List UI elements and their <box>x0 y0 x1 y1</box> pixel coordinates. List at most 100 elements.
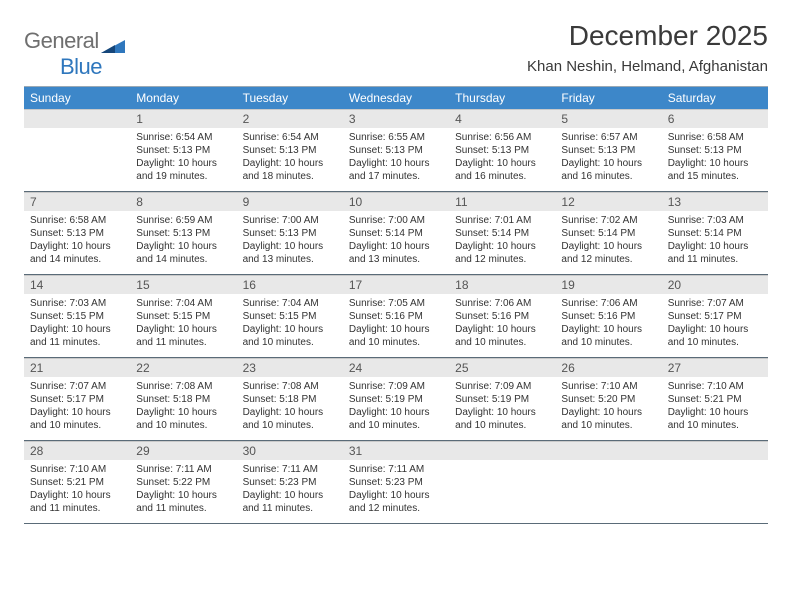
sunset-text: Sunset: 5:22 PM <box>136 476 230 489</box>
logo-word2: Blue <box>24 54 102 79</box>
sunset-text: Sunset: 5:13 PM <box>349 144 443 157</box>
day-cell <box>449 460 555 523</box>
sunset-text: Sunset: 5:19 PM <box>349 393 443 406</box>
daylight-text: Daylight: 10 hours and 10 minutes. <box>136 406 230 432</box>
sunset-text: Sunset: 5:21 PM <box>668 393 762 406</box>
day-number: 4 <box>449 109 555 128</box>
sunset-text: Sunset: 5:20 PM <box>561 393 655 406</box>
header-row: GeneralBlue December 2025 Khan Neshin, H… <box>24 20 768 80</box>
day-cell: Sunrise: 7:10 AMSunset: 5:21 PMDaylight:… <box>24 460 130 523</box>
day-number: 14 <box>24 275 130 294</box>
day-number: 10 <box>343 192 449 211</box>
day-number: 19 <box>555 275 661 294</box>
day-cell: Sunrise: 7:04 AMSunset: 5:15 PMDaylight:… <box>237 294 343 357</box>
day-cell: Sunrise: 6:55 AMSunset: 5:13 PMDaylight:… <box>343 128 449 191</box>
sunrise-text: Sunrise: 6:57 AM <box>561 131 655 144</box>
day-cell: Sunrise: 7:10 AMSunset: 5:21 PMDaylight:… <box>662 377 768 440</box>
calendar-grid: SundayMondayTuesdayWednesdayThursdayFrid… <box>24 87 768 524</box>
daylight-text: Daylight: 10 hours and 11 minutes. <box>30 323 124 349</box>
day-number: 7 <box>24 192 130 211</box>
month-title: December 2025 <box>527 20 768 52</box>
daylight-text: Daylight: 10 hours and 13 minutes. <box>243 240 337 266</box>
day-cell: Sunrise: 7:01 AMSunset: 5:14 PMDaylight:… <box>449 211 555 274</box>
sunrise-text: Sunrise: 7:00 AM <box>243 214 337 227</box>
day-cell: Sunrise: 7:00 AMSunset: 5:14 PMDaylight:… <box>343 211 449 274</box>
day-cell: Sunrise: 7:08 AMSunset: 5:18 PMDaylight:… <box>130 377 236 440</box>
day-cell: Sunrise: 7:09 AMSunset: 5:19 PMDaylight:… <box>449 377 555 440</box>
sunset-text: Sunset: 5:13 PM <box>668 144 762 157</box>
daylight-text: Daylight: 10 hours and 12 minutes. <box>349 489 443 515</box>
day-number: 12 <box>555 192 661 211</box>
sunrise-text: Sunrise: 6:58 AM <box>30 214 124 227</box>
day-cell: Sunrise: 7:10 AMSunset: 5:20 PMDaylight:… <box>555 377 661 440</box>
sunrise-text: Sunrise: 6:54 AM <box>136 131 230 144</box>
sunset-text: Sunset: 5:19 PM <box>455 393 549 406</box>
logo-triangle-icon <box>101 38 125 54</box>
dow-header: Monday <box>130 87 236 109</box>
logo: GeneralBlue <box>24 20 125 80</box>
day-cell: Sunrise: 7:02 AMSunset: 5:14 PMDaylight:… <box>555 211 661 274</box>
sunset-text: Sunset: 5:13 PM <box>561 144 655 157</box>
sunset-text: Sunset: 5:16 PM <box>349 310 443 323</box>
sunrise-text: Sunrise: 7:10 AM <box>668 380 762 393</box>
day-number: 27 <box>662 358 768 377</box>
day-cell: Sunrise: 7:04 AMSunset: 5:15 PMDaylight:… <box>130 294 236 357</box>
sunrise-text: Sunrise: 6:58 AM <box>668 131 762 144</box>
daylight-text: Daylight: 10 hours and 19 minutes. <box>136 157 230 183</box>
day-cell: Sunrise: 7:03 AMSunset: 5:14 PMDaylight:… <box>662 211 768 274</box>
sunset-text: Sunset: 5:14 PM <box>455 227 549 240</box>
day-cell: Sunrise: 6:58 AMSunset: 5:13 PMDaylight:… <box>24 211 130 274</box>
daylight-text: Daylight: 10 hours and 16 minutes. <box>561 157 655 183</box>
day-cell <box>662 460 768 523</box>
sunset-text: Sunset: 5:23 PM <box>243 476 337 489</box>
day-cell: Sunrise: 6:57 AMSunset: 5:13 PMDaylight:… <box>555 128 661 191</box>
sunset-text: Sunset: 5:18 PM <box>136 393 230 406</box>
dow-header: Friday <box>555 87 661 109</box>
day-number: 6 <box>662 109 768 128</box>
daylight-text: Daylight: 10 hours and 17 minutes. <box>349 157 443 183</box>
day-number: 5 <box>555 109 661 128</box>
sunset-text: Sunset: 5:23 PM <box>349 476 443 489</box>
day-number: 24 <box>343 358 449 377</box>
day-number <box>24 109 130 128</box>
sunset-text: Sunset: 5:16 PM <box>561 310 655 323</box>
sunset-text: Sunset: 5:14 PM <box>668 227 762 240</box>
sunrise-text: Sunrise: 7:06 AM <box>561 297 655 310</box>
day-number: 25 <box>449 358 555 377</box>
day-number <box>662 441 768 460</box>
daylight-text: Daylight: 10 hours and 10 minutes. <box>668 323 762 349</box>
sunset-text: Sunset: 5:21 PM <box>30 476 124 489</box>
calendar-page: GeneralBlue December 2025 Khan Neshin, H… <box>0 0 792 524</box>
sunrise-text: Sunrise: 6:54 AM <box>243 131 337 144</box>
day-number: 9 <box>237 192 343 211</box>
sunrise-text: Sunrise: 7:11 AM <box>243 463 337 476</box>
sunset-text: Sunset: 5:13 PM <box>136 227 230 240</box>
sunset-text: Sunset: 5:18 PM <box>243 393 337 406</box>
day-number <box>555 441 661 460</box>
sunrise-text: Sunrise: 7:04 AM <box>243 297 337 310</box>
day-cell: Sunrise: 7:07 AMSunset: 5:17 PMDaylight:… <box>662 294 768 357</box>
sunset-text: Sunset: 5:17 PM <box>30 393 124 406</box>
dow-header: Wednesday <box>343 87 449 109</box>
sunrise-text: Sunrise: 7:03 AM <box>30 297 124 310</box>
daylight-text: Daylight: 10 hours and 10 minutes. <box>243 406 337 432</box>
daylight-text: Daylight: 10 hours and 16 minutes. <box>455 157 549 183</box>
day-cell: Sunrise: 7:11 AMSunset: 5:22 PMDaylight:… <box>130 460 236 523</box>
day-cell: Sunrise: 7:03 AMSunset: 5:15 PMDaylight:… <box>24 294 130 357</box>
daylight-text: Daylight: 10 hours and 14 minutes. <box>30 240 124 266</box>
sunset-text: Sunset: 5:16 PM <box>455 310 549 323</box>
day-number: 26 <box>555 358 661 377</box>
daylight-text: Daylight: 10 hours and 11 minutes. <box>243 489 337 515</box>
sunset-text: Sunset: 5:13 PM <box>243 144 337 157</box>
sunrise-text: Sunrise: 7:06 AM <box>455 297 549 310</box>
day-cell: Sunrise: 6:59 AMSunset: 5:13 PMDaylight:… <box>130 211 236 274</box>
daylight-text: Daylight: 10 hours and 10 minutes. <box>243 323 337 349</box>
sunset-text: Sunset: 5:13 PM <box>136 144 230 157</box>
day-number: 21 <box>24 358 130 377</box>
day-cell: Sunrise: 6:54 AMSunset: 5:13 PMDaylight:… <box>130 128 236 191</box>
day-cell: Sunrise: 6:58 AMSunset: 5:13 PMDaylight:… <box>662 128 768 191</box>
day-cell: Sunrise: 7:00 AMSunset: 5:13 PMDaylight:… <box>237 211 343 274</box>
sunset-text: Sunset: 5:15 PM <box>30 310 124 323</box>
sunrise-text: Sunrise: 7:04 AM <box>136 297 230 310</box>
sunrise-text: Sunrise: 6:55 AM <box>349 131 443 144</box>
